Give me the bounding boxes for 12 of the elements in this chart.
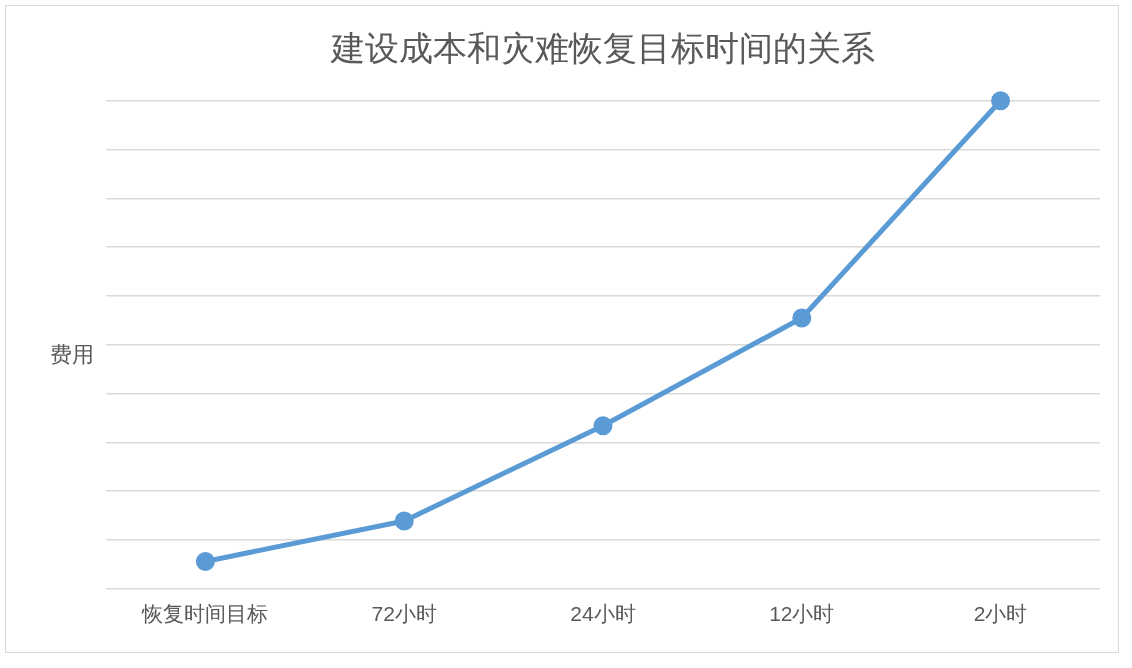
point — [792, 308, 812, 328]
point — [991, 91, 1011, 111]
x-tick-label: 72小时 — [371, 602, 437, 626]
y-axis-title: 费用 — [50, 341, 94, 369]
point — [394, 511, 414, 531]
point — [195, 551, 215, 571]
chart-title: 建设成本和灾难恢复目标时间的关系 — [330, 28, 875, 67]
x-tick-label: 24小时 — [570, 602, 636, 626]
x-tick-label: 恢复时间目标 — [141, 602, 269, 626]
point — [593, 416, 613, 436]
x-tick-label: 12小时 — [769, 602, 835, 626]
x-tick-label: 2小时 — [973, 602, 1028, 626]
